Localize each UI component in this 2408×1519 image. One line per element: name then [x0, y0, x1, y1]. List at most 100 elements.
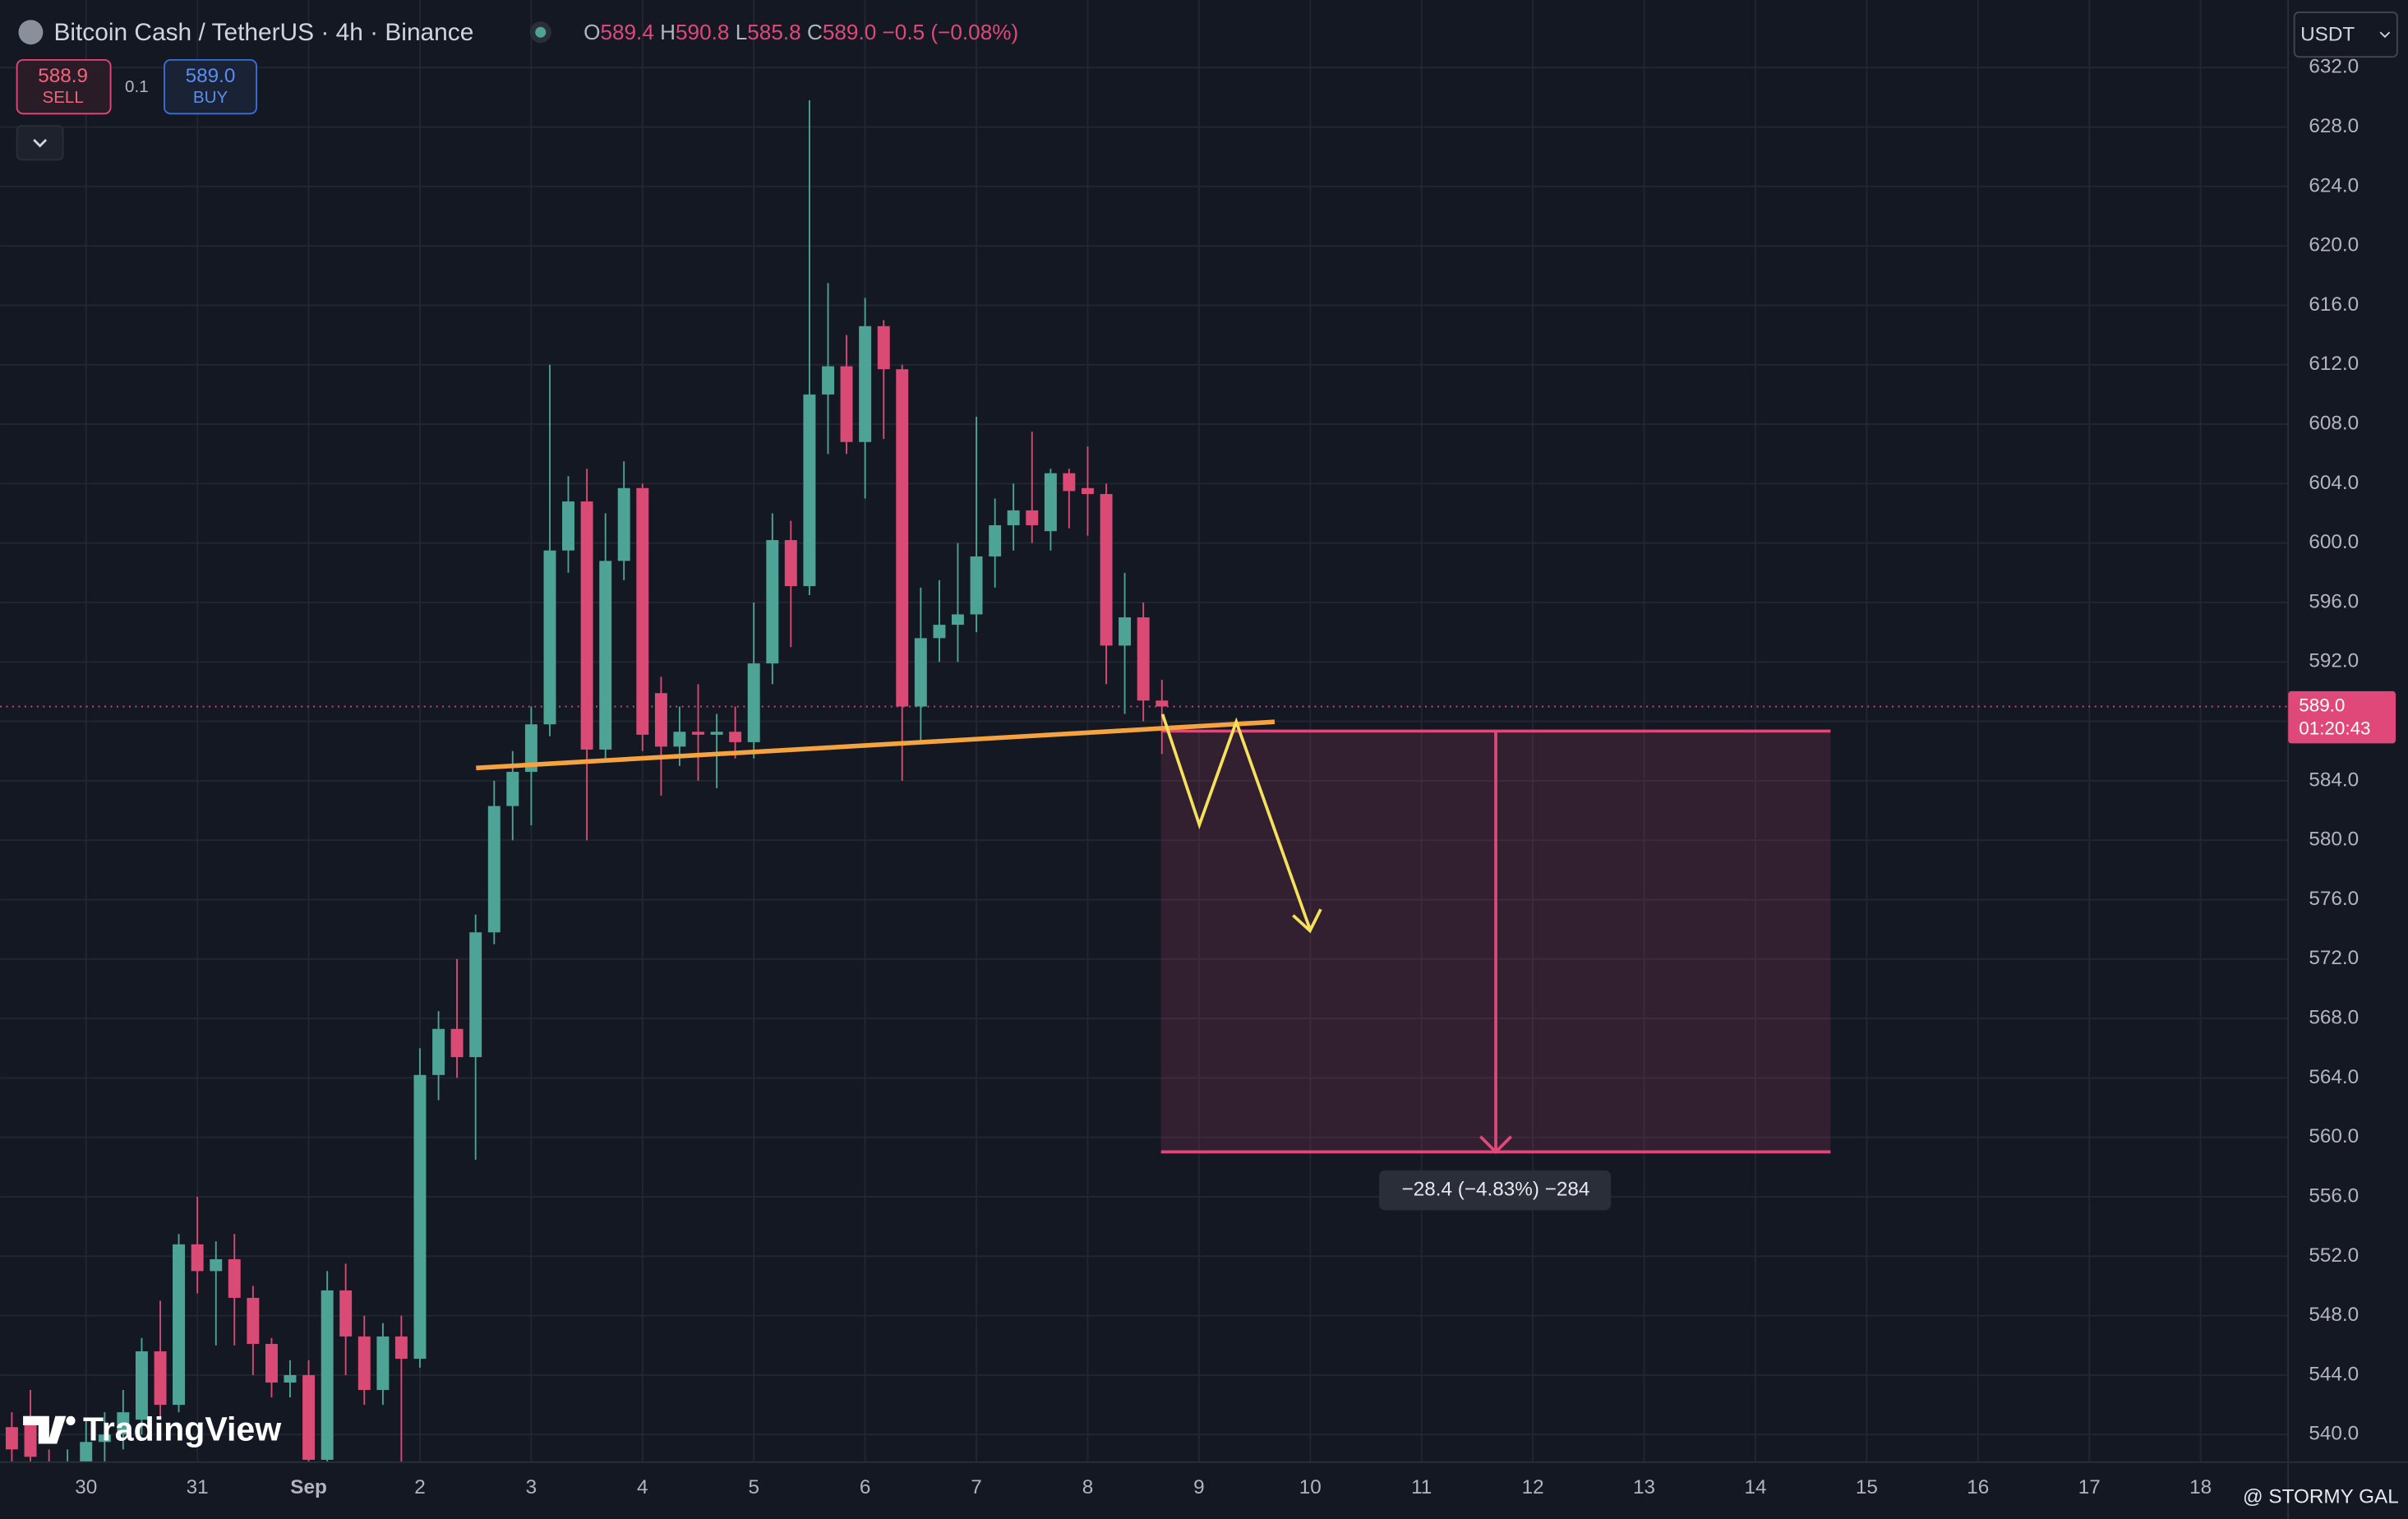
candle-body: [210, 1258, 223, 1272]
y-tick-label: 576.0: [2309, 888, 2359, 910]
candle-body: [784, 540, 797, 587]
x-tick-label: 6: [860, 1476, 871, 1498]
y-tick-label: 620.0: [2309, 234, 2359, 256]
watermark: @ STORMY GAL: [2243, 1485, 2399, 1507]
candle-body: [173, 1244, 186, 1406]
sell-label: SELL: [43, 88, 84, 107]
candle-body: [543, 550, 556, 725]
candle-body: [989, 524, 1002, 556]
y-tick-label: 564.0: [2309, 1066, 2359, 1088]
measure-arrowhead: [1479, 1135, 1513, 1155]
trend-line[interactable]: [476, 719, 1276, 771]
x-tick-label: 15: [1856, 1476, 1878, 1498]
x-tick-label: 30: [75, 1476, 97, 1498]
candle-body: [951, 614, 964, 626]
x-tick-label: 2: [414, 1476, 426, 1498]
candle-body: [394, 1336, 408, 1360]
y-tick-label: 572.0: [2309, 947, 2359, 969]
candle-body: [524, 724, 537, 773]
y-tick-label: 552.0: [2309, 1244, 2359, 1267]
ohlc-key: O: [584, 20, 600, 44]
candle-body: [321, 1290, 334, 1460]
candle-body: [1007, 510, 1020, 525]
price-axis: [2288, 0, 2408, 1519]
candle-body: [859, 326, 872, 442]
sell-price: 588.9: [38, 65, 88, 87]
candle-body: [469, 932, 482, 1058]
candle-body: [914, 638, 927, 707]
y-tick-label: 556.0: [2309, 1184, 2359, 1207]
candle-body: [654, 693, 667, 747]
y-tick-label: 560.0: [2309, 1125, 2359, 1147]
candle-body: [1044, 473, 1057, 532]
symbol-title[interactable]: Bitcoin Cash / TetherUS · 4h · Binance: [53, 19, 473, 46]
currency-select[interactable]: [2293, 12, 2398, 58]
candle-body: [450, 1028, 464, 1058]
candle-body: [24, 1420, 37, 1457]
x-tick-label: 31: [187, 1476, 209, 1498]
candle-body: [636, 487, 649, 735]
sell-button[interactable]: [16, 58, 112, 115]
chevron: [33, 139, 48, 148]
y-tick-label: 540.0: [2309, 1423, 2359, 1445]
candle-body: [339, 1290, 353, 1337]
y-tick-label: 632.0: [2309, 56, 2359, 78]
last-price-tag: [2288, 690, 2396, 744]
x-tick-label: 5: [748, 1476, 759, 1498]
candle-body: [413, 1074, 427, 1360]
symbol-icon: [18, 20, 44, 45]
candle-body: [599, 561, 612, 750]
x-tick-label: 4: [637, 1476, 648, 1498]
ohlc: O589.4 H590.8 L585.8 C589.0 −0.5 (−0.08%…: [584, 20, 1018, 44]
logo-mark: [23, 1415, 67, 1444]
candle-body: [562, 501, 574, 551]
candle-body: [896, 369, 909, 707]
ohlc-key: H: [660, 20, 676, 44]
x-tick-label: 11: [1411, 1476, 1432, 1498]
grid: [0, 0, 2289, 1462]
projection-path[interactable]: [1160, 713, 1312, 930]
x-tick-label: 18: [2189, 1476, 2212, 1498]
collapse-button[interactable]: [16, 125, 64, 161]
candle-body: [506, 772, 519, 806]
x-tick-label: 10: [1299, 1476, 1322, 1498]
candle-body: [729, 732, 742, 742]
logo-dot: [66, 1415, 76, 1426]
candle-body: [154, 1351, 167, 1406]
ohlc-change: −0.5 (−0.08%): [883, 20, 1019, 44]
ohlc-value: 590.8: [676, 20, 729, 44]
candle-body: [265, 1343, 278, 1383]
candle-body: [747, 663, 760, 742]
y-tick-label: 592.0: [2309, 650, 2359, 672]
y-tick-label: 616.0: [2309, 293, 2359, 316]
y-tick-label: 596.0: [2309, 590, 2359, 612]
candle-body: [1156, 700, 1169, 707]
quantity[interactable]: 0.1: [125, 77, 149, 96]
candle-body: [970, 556, 983, 615]
ohlc-key: L: [736, 20, 748, 44]
y-tick-label: 612.0: [2309, 353, 2359, 375]
logo-text[interactable]: TradingView: [83, 1410, 282, 1447]
y-tick-label: 584.0: [2309, 769, 2359, 791]
x-tick-label: 8: [1082, 1476, 1094, 1498]
projection-arrowhead: [1292, 908, 1322, 934]
x-tick-label: 14: [1744, 1476, 1766, 1498]
candle-body: [5, 1427, 18, 1450]
x-tick-label: 7: [971, 1476, 982, 1498]
chevron: [2379, 31, 2391, 39]
candle-body: [487, 806, 501, 933]
x-tick-label: 3: [526, 1476, 537, 1498]
buy-price: 589.0: [186, 65, 236, 87]
candle-body: [117, 1412, 130, 1435]
y-tick-label: 548.0: [2309, 1304, 2359, 1326]
ohlc-value: 589.4: [600, 20, 653, 44]
measure-label: −28.4 (−4.83%) −284: [1402, 1179, 1590, 1201]
buy-label: BUY: [193, 88, 228, 107]
buy-button[interactable]: [164, 58, 258, 115]
last-price: 589.0: [2299, 695, 2345, 715]
candle-body: [1119, 617, 1132, 646]
candle-body: [1081, 487, 1094, 495]
candle-body: [98, 1434, 111, 1443]
ohlc-value: 585.8: [747, 20, 800, 44]
